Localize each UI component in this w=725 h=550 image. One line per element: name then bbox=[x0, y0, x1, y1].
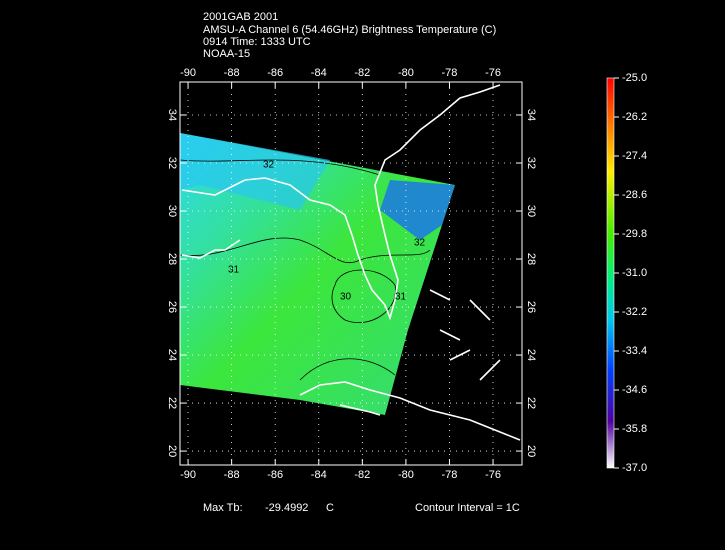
contour-label: 31 bbox=[228, 265, 240, 276]
lon-tick-label: -80 bbox=[398, 67, 414, 79]
colorbar-label: -32.2 bbox=[622, 306, 647, 318]
lat-tick-label: 20 bbox=[166, 445, 178, 457]
lat-tick-label: 28 bbox=[525, 253, 537, 265]
footer-label: Max Tb: bbox=[203, 502, 243, 514]
lat-tick-label: 34 bbox=[166, 109, 178, 121]
colorbar-label: -37.0 bbox=[622, 462, 647, 474]
coastline bbox=[181, 239, 241, 259]
lat-tick-label: 24 bbox=[525, 349, 537, 361]
colorbar-label: -27.4 bbox=[622, 150, 647, 162]
lat-tick-label: 32 bbox=[525, 157, 537, 169]
lon-tick-label: -82 bbox=[354, 67, 370, 79]
swath-cold bbox=[180, 133, 330, 210]
contour bbox=[299, 358, 396, 381]
coastline bbox=[429, 289, 501, 381]
colorbar-label: -33.4 bbox=[622, 345, 647, 357]
colorbar-label: -34.6 bbox=[622, 384, 647, 396]
lat-tick-label: 28 bbox=[166, 253, 178, 265]
lon-tick-label: -78 bbox=[442, 469, 458, 481]
footer-contour: Contour Interval = 1C bbox=[415, 502, 520, 514]
lat-tick-label: 20 bbox=[525, 445, 537, 457]
lat-tick-label: 22 bbox=[166, 397, 178, 409]
header-line: NOAA-15 bbox=[203, 48, 250, 60]
header-line: AMSU-A Channel 6 (54.46GHz) Brightness T… bbox=[203, 24, 496, 36]
header-line: 0914 Time: 1333 UTC bbox=[203, 36, 311, 48]
colorbar-label: -29.8 bbox=[622, 228, 647, 240]
lon-tick-label: -84 bbox=[311, 67, 327, 79]
footer-unit: C bbox=[326, 502, 334, 514]
swath-coldest bbox=[380, 180, 455, 240]
lat-tick-label: 22 bbox=[525, 397, 537, 409]
lon-tick-label: -80 bbox=[398, 469, 414, 481]
colorbar bbox=[606, 77, 615, 469]
lat-tick-label: 32 bbox=[166, 157, 178, 169]
contour bbox=[179, 159, 381, 176]
footer-value: -29.4992 bbox=[265, 502, 308, 514]
lon-tick-label: -84 bbox=[311, 469, 327, 481]
colorbar-label: -25.0 bbox=[622, 72, 647, 84]
lon-tick-label: -78 bbox=[442, 67, 458, 79]
lat-tick-label: 26 bbox=[525, 301, 537, 313]
lon-tick-label: -90 bbox=[180, 67, 196, 79]
coastline bbox=[339, 404, 381, 416]
lon-tick-label: -86 bbox=[267, 67, 283, 79]
lat-tick-label: 34 bbox=[525, 109, 537, 121]
colorbar-label: -28.6 bbox=[622, 189, 647, 201]
lon-tick-label: -88 bbox=[224, 67, 240, 79]
lon-tick-label: -82 bbox=[354, 469, 370, 481]
coastline bbox=[181, 84, 501, 321]
contour-label: 32 bbox=[414, 238, 426, 249]
lat-tick-label: 30 bbox=[525, 205, 537, 217]
coastline bbox=[299, 381, 521, 441]
lon-tick-label: -76 bbox=[485, 67, 501, 79]
map-frame bbox=[179, 81, 523, 466]
colorbar-label: -31.0 bbox=[622, 267, 647, 279]
lat-tick-label: 24 bbox=[166, 349, 178, 361]
map-panel: 32 31 30 32 31 bbox=[179, 81, 523, 466]
colorbar-label: -35.8 bbox=[622, 423, 647, 435]
lon-tick-label: -90 bbox=[180, 469, 196, 481]
lat-tick-label: 26 bbox=[166, 301, 178, 313]
lat-tick-label: 30 bbox=[166, 205, 178, 217]
contour-label: 31 bbox=[395, 292, 407, 303]
lon-tick-label: -86 bbox=[267, 469, 283, 481]
contour bbox=[179, 237, 431, 264]
lon-tick-label: -88 bbox=[224, 469, 240, 481]
contour-label: 32 bbox=[263, 160, 275, 171]
colorbar-label: -26.2 bbox=[622, 111, 647, 123]
header-line: 2001GAB 2001 bbox=[203, 11, 278, 23]
contour-label: 30 bbox=[340, 292, 352, 303]
lon-tick-label: -76 bbox=[485, 469, 501, 481]
